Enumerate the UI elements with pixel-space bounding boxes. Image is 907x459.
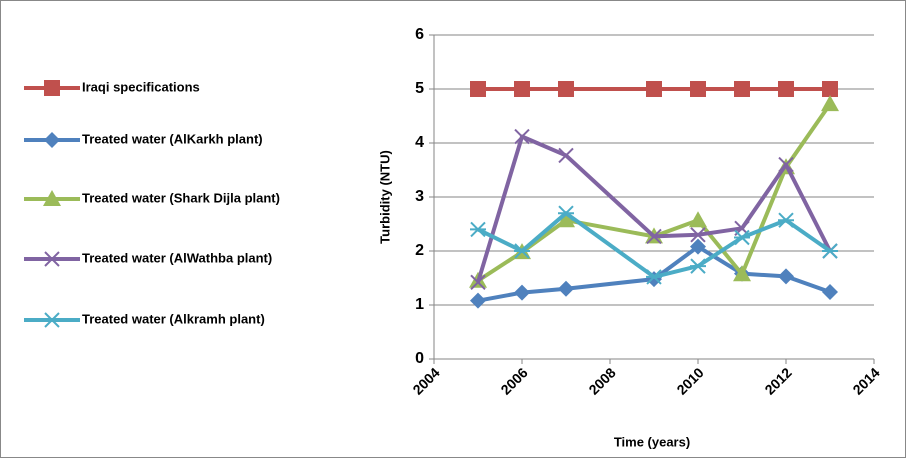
marker <box>734 81 750 97</box>
legend-label: Treated water (AlKarkh plant) <box>82 131 263 146</box>
marker <box>733 265 751 282</box>
marker <box>646 81 662 97</box>
y-axis-label: Turbidity (NTU) <box>377 150 392 244</box>
marker <box>470 292 486 309</box>
y-tick-label: 5 <box>415 80 424 97</box>
y-tick-label: 3 <box>415 188 424 205</box>
marker <box>778 156 794 173</box>
series-line <box>476 134 832 283</box>
y-tick-label: 0 <box>415 350 424 367</box>
marker <box>514 81 530 97</box>
legend-label: Iraqi specifications <box>82 79 200 94</box>
marker <box>690 81 706 97</box>
marker <box>557 211 575 228</box>
legend-label: Treated water (AlWathba plant) <box>82 250 272 265</box>
marker <box>821 95 839 112</box>
marker <box>558 147 574 164</box>
marker <box>44 312 60 328</box>
y-tick-label: 1 <box>415 296 424 313</box>
y-tick-label: 2 <box>415 242 424 259</box>
marker <box>734 229 750 246</box>
marker <box>822 243 838 259</box>
marker <box>514 243 530 259</box>
marker <box>690 227 706 243</box>
marker <box>822 284 838 301</box>
marker <box>43 190 61 206</box>
legend-label: Treated water (Shark Dijla plant) <box>82 190 280 205</box>
marker <box>778 212 794 228</box>
marker <box>646 228 662 245</box>
marker <box>689 211 707 228</box>
marker <box>558 81 574 97</box>
x-axis-label: Time (years) <box>614 434 690 449</box>
marker <box>44 80 60 96</box>
marker <box>470 274 486 291</box>
marker <box>44 251 60 267</box>
marker <box>514 284 530 301</box>
marker <box>778 81 794 97</box>
marker <box>470 81 486 97</box>
legend-label: Treated water (Alkramh plant) <box>82 311 265 326</box>
marker <box>514 128 530 145</box>
marker <box>558 205 574 221</box>
marker <box>690 238 706 255</box>
marker <box>778 268 794 285</box>
y-tick-label: 4 <box>415 134 424 151</box>
marker <box>44 132 60 148</box>
y-tick-label: 6 <box>415 26 424 43</box>
marker <box>822 81 838 97</box>
marker <box>690 258 706 274</box>
marker <box>470 221 486 238</box>
marker <box>646 269 662 285</box>
marker <box>558 280 574 297</box>
